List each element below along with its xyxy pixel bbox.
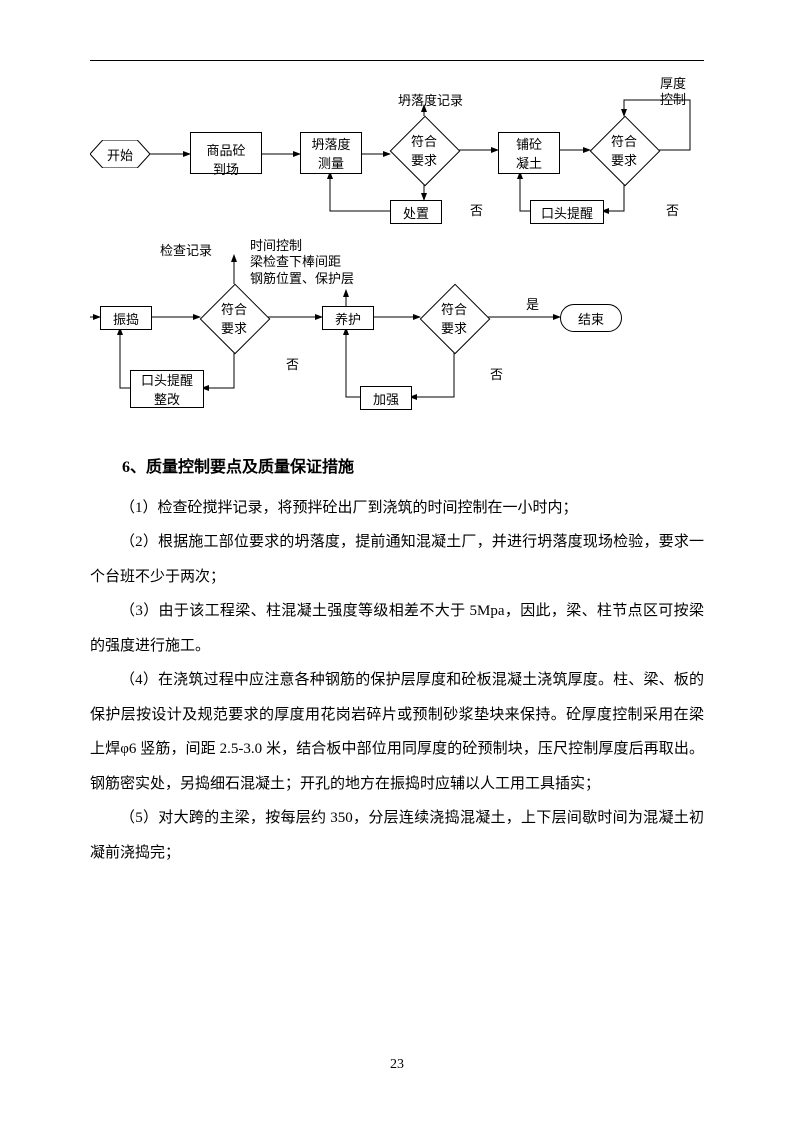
flow-node-spread: 铺砼凝土: [498, 132, 560, 174]
flow-node-cure: 养护: [322, 306, 374, 330]
flow-node-enhance: 加强: [360, 386, 412, 410]
flow-node-vibrate: 振捣: [100, 306, 152, 330]
flowchart: 开始商品砼到场坍落度测量符合要求铺砼凝土符合要求处置口头提醒振捣符合要求养护符合…: [90, 80, 704, 420]
flow-node-dispose: 处置: [390, 200, 442, 224]
flow-node-dec3: 符合要求: [200, 284, 268, 352]
flow-node-rectify: 口头提醒整改: [130, 370, 204, 408]
paragraph: （3）由于该工程梁、柱混凝土强度等级相差不大于 5Mpa，因此，梁、柱节点区可按…: [90, 594, 704, 663]
flow-label-lbl_yes: 是: [526, 294, 539, 313]
flow-label-lbl_time: 时间控制梁检查下棒间距钢筋位置、保护层: [250, 238, 354, 287]
section-heading: 6、质量控制要点及质量保证措施: [90, 450, 704, 487]
flow-label-lbl_no3: 否: [286, 354, 299, 373]
flow-node-measure: 坍落度测量: [300, 132, 362, 174]
paragraph: （2）根据施工部位要求的坍落度，提前通知混凝土厂，并进行坍落度现场检验，要求一个…: [90, 525, 704, 594]
flow-label-lbl_no4: 否: [490, 364, 503, 383]
flow-label-lbl_slump_record: 坍落度记录: [398, 90, 463, 109]
flow-label-lbl_no1: 否: [470, 200, 483, 219]
flow-node-dec2: 符合要求: [590, 116, 658, 184]
flow-label-lbl_thickness: 厚度控制: [660, 76, 686, 109]
flow-node-dec4: 符合要求: [420, 284, 488, 352]
header-rule: [90, 60, 704, 61]
flow-node-arrive: 商品砼到场: [190, 132, 262, 174]
page-number: 23: [0, 1057, 794, 1073]
flow-node-remind1: 口头提醒: [530, 200, 604, 224]
flow-label-lbl_inspect: 检查记录: [160, 240, 212, 259]
flow-node-start: 开始: [90, 140, 150, 168]
flow-node-end: 结束: [560, 304, 622, 332]
paragraph: （1）检查砼搅拌记录，将预拌砼出厂到浇筑的时间控制在一小时内；: [90, 491, 704, 526]
paragraph: （4）在浇筑过程中应注意各种钢筋的保护层厚度和砼板混凝土浇筑厚度。柱、梁、板的保…: [90, 663, 704, 801]
flow-node-dec1: 符合要求: [390, 116, 458, 184]
paragraph: （5）对大跨的主梁，按每层约 350，分层连续浇捣混凝土，上下层间歇时间为混凝土…: [90, 801, 704, 870]
content: 6、质量控制要点及质量保证措施 （1）检查砼搅拌记录，将预拌砼出厂到浇筑的时间控…: [90, 450, 704, 870]
flow-label-lbl_no2: 否: [666, 200, 679, 219]
